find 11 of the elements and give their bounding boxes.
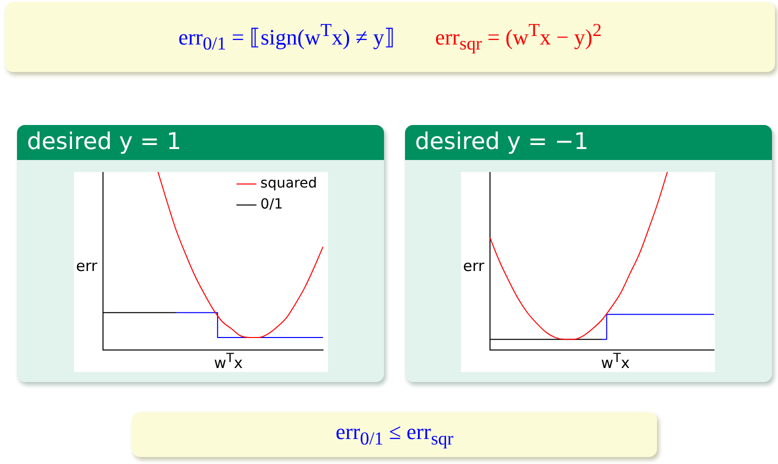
text: err$_{0/1}$ = ⟦sign(w$^{T}$x) ≠ y⟧	[178, 20, 396, 54]
x-axis-title: w$^{T}$x	[214, 350, 243, 372]
text: err$_{sqr}$ = (w$^{T}$x − y)$^{2}$	[435, 20, 602, 54]
y-axis-title: err	[76, 257, 98, 275]
chart-title: desired y = 1	[17, 125, 384, 160]
y-axis-title: err	[463, 257, 484, 275]
legend-label: squared	[260, 176, 318, 192]
x-axis-title: w$^{T}$x	[601, 350, 630, 372]
legend-label: 0/1	[260, 196, 283, 213]
text: err$_{0/1}$ ≤ err$_{sqr}$	[336, 419, 454, 450]
chart-title: desired y = −1	[405, 125, 772, 160]
